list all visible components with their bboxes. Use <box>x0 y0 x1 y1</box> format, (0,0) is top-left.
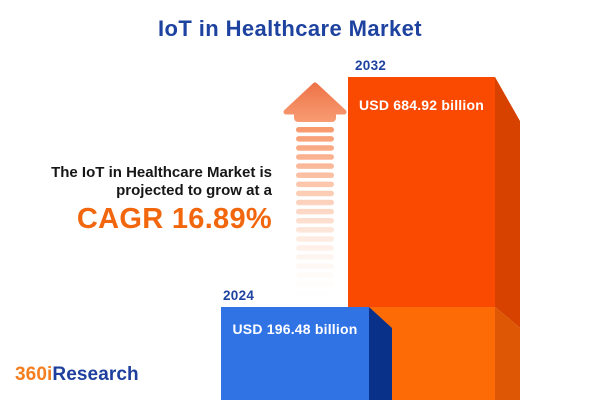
year-label-2024: 2024 <box>223 288 255 303</box>
bar-2024-front <box>221 307 369 400</box>
arrow-stripe <box>296 218 334 224</box>
arrow-stripe <box>296 190 334 197</box>
arrow-stripe <box>296 199 334 206</box>
brand-suffix: Research <box>52 364 139 385</box>
arrow-stripe <box>296 245 334 251</box>
bar-2024-side <box>369 307 392 400</box>
arrow-neck <box>294 105 336 122</box>
annotation-line1: The IoT in Healthcare Market is <box>51 164 272 181</box>
arrow-stripe <box>296 145 334 151</box>
arrow-stripe <box>296 208 334 215</box>
arrow-stripe <box>296 272 334 279</box>
arrow-stripe <box>296 263 334 269</box>
arrow-stripe <box>296 154 334 160</box>
arrow-stripe <box>296 254 334 260</box>
arrow-stripe <box>296 163 334 169</box>
bar-2032-side-lower <box>495 307 520 400</box>
year-label-2032: 2032 <box>355 58 387 73</box>
arrow-stripe <box>296 227 334 233</box>
brand-logo: 360iResearch <box>15 364 139 386</box>
growth-arrow-icon <box>283 82 347 297</box>
brand-prefix: 360i <box>15 364 53 385</box>
arrow-stripe <box>296 127 334 133</box>
arrow-stripe <box>296 181 334 188</box>
arrow-stripe <box>296 281 334 288</box>
bar-value-2024: USD 196.48 billion <box>232 321 358 337</box>
page-title: IoT in Healthcare Market <box>158 16 422 41</box>
bar-2032-front-upper <box>348 77 495 307</box>
bar-2032-side-upper <box>495 77 520 328</box>
arrow-stripe <box>296 136 334 142</box>
annotation-line2: projected to grow at a <box>116 181 272 199</box>
annotation-block: The IoT in Healthcare Market is projecte… <box>18 164 272 236</box>
arrow-stripes <box>296 127 334 297</box>
arrow-stripe <box>296 290 334 297</box>
cagr-value: CAGR 16.89% <box>76 203 272 235</box>
bar-value-2032: USD 684.92 billion <box>359 97 484 113</box>
bars-group <box>221 77 520 400</box>
arrow-stripe <box>296 172 334 178</box>
arrow-stripe <box>296 236 334 242</box>
